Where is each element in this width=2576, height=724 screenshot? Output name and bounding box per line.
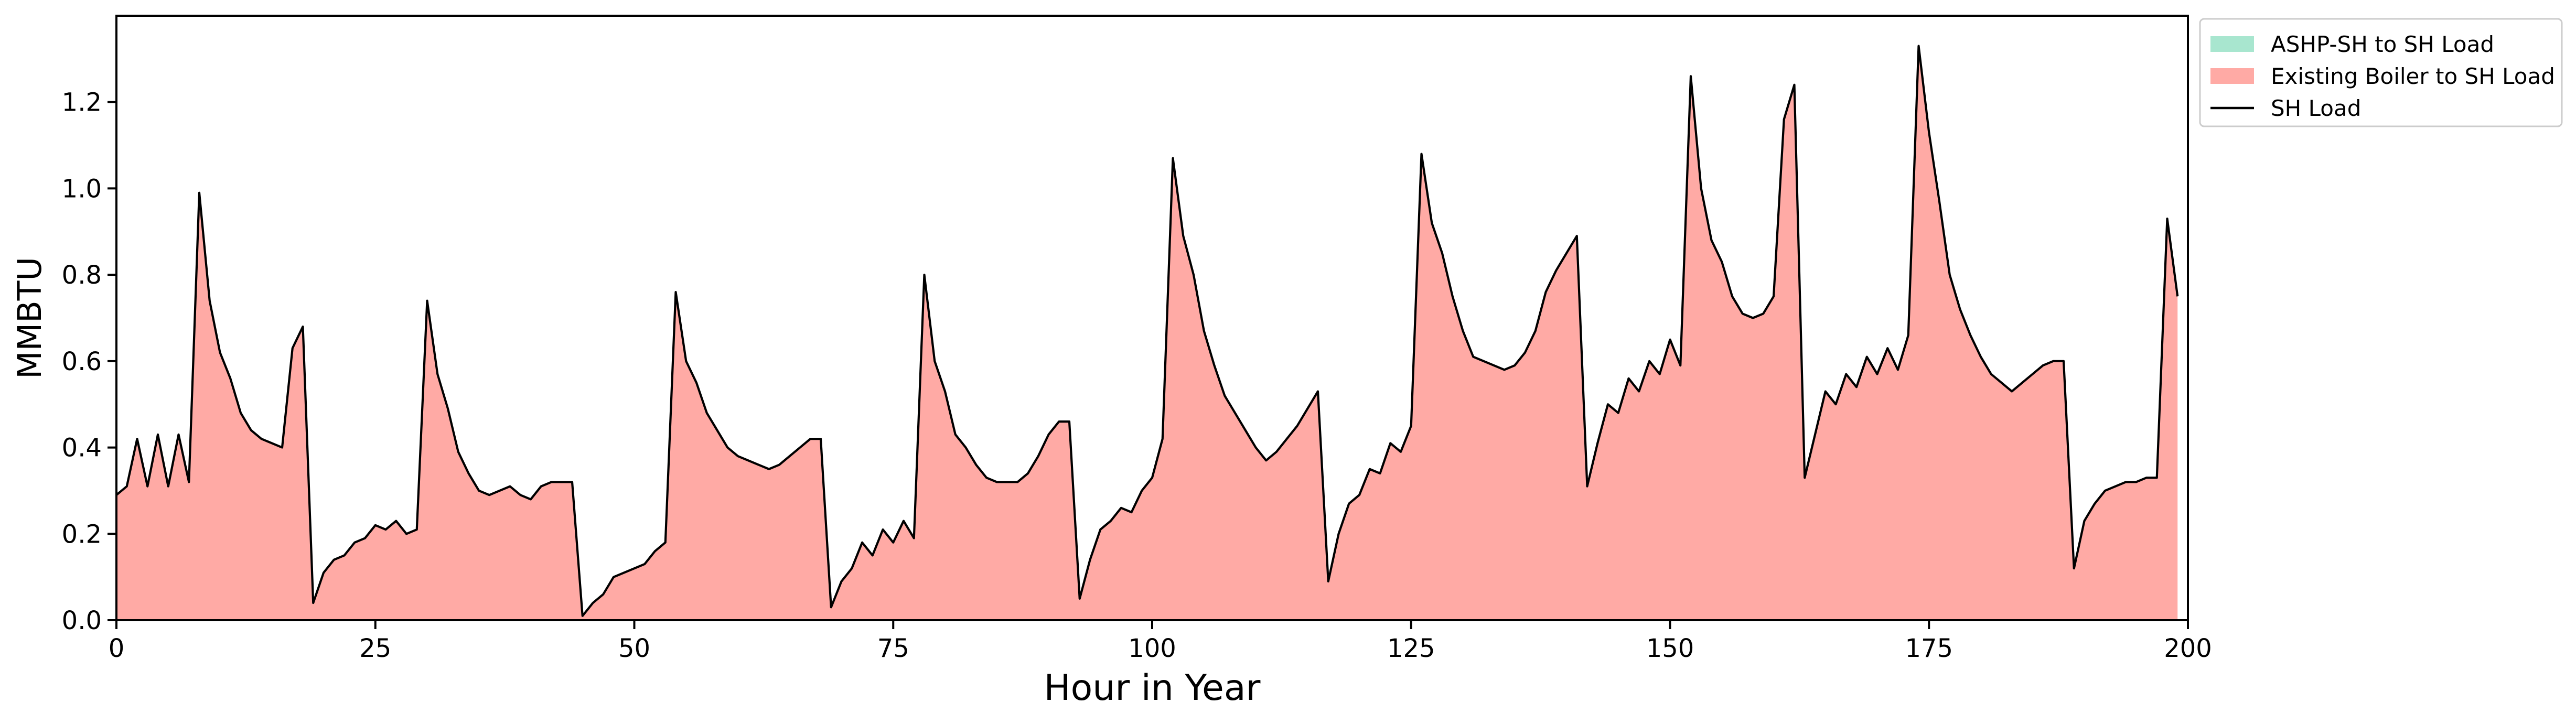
y-tick-label: 0.4: [62, 434, 102, 463]
legend-swatch: [2210, 68, 2254, 84]
x-tick-label: 0: [109, 634, 125, 663]
x-axis: 0 25 50 75 100 125 150 175 200: [109, 620, 2212, 663]
legend-label: Existing Boiler to SH Load: [2271, 63, 2555, 89]
x-tick-label: 150: [1646, 634, 1694, 663]
plot-frame: [115, 15, 2189, 621]
x-tick-label: 25: [359, 634, 391, 663]
x-tick-label: 50: [618, 634, 650, 663]
y-tick-label: 0.0: [62, 606, 102, 635]
plot-area: [115, 45, 2179, 620]
boiler-area: [116, 46, 2178, 620]
legend-label: SH Load: [2271, 95, 2361, 121]
legend-swatch: [2210, 36, 2254, 52]
x-tick-label: 175: [1905, 634, 1953, 663]
legend: ASHP-SH to SH Load Existing Boiler to SH …: [2199, 18, 2563, 127]
sh-load-line: [115, 45, 2179, 617]
x-axis-label: Hour in Year: [1044, 667, 1261, 709]
y-tick-label: 1.0: [62, 174, 102, 203]
x-tick-label: 100: [1128, 634, 1176, 663]
x-tick-label: 125: [1387, 634, 1435, 663]
y-tick-label: 0.6: [62, 347, 102, 376]
y-tick-label: 0.2: [62, 520, 102, 549]
y-axis-label: MMBTU: [10, 257, 49, 379]
y-tick-label: 1.2: [62, 88, 102, 117]
legend-box: [2199, 18, 2563, 127]
x-tick-label: 200: [2164, 634, 2212, 663]
x-tick-label: 75: [877, 634, 909, 663]
legend-label: ASHP-SH to SH Load: [2271, 31, 2494, 57]
y-tick-label: 0.8: [62, 261, 102, 290]
y-axis: 0.0 0.2 0.4 0.6 0.8 1.0 1.2: [62, 88, 116, 635]
